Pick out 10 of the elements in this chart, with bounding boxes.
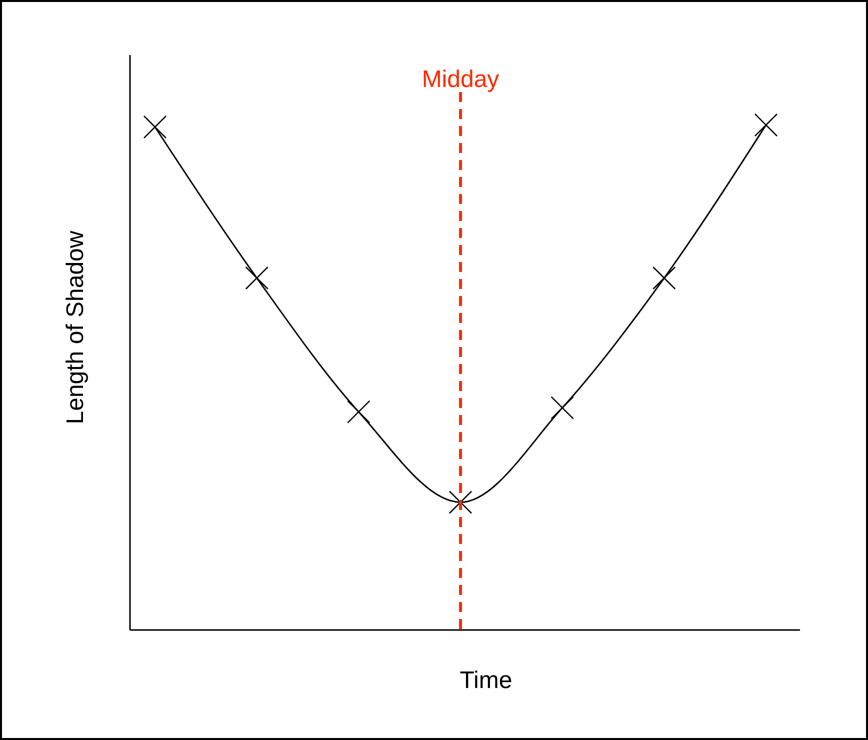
x-axis-title: Time [460, 667, 512, 694]
y-axis-title: Length of Shadow [62, 230, 89, 424]
point [347, 400, 370, 424]
point [754, 113, 778, 137]
point [652, 266, 676, 290]
point [448, 490, 472, 514]
text: Midday [422, 66, 500, 93]
point [245, 266, 268, 290]
point [143, 115, 167, 139]
point [550, 396, 574, 420]
